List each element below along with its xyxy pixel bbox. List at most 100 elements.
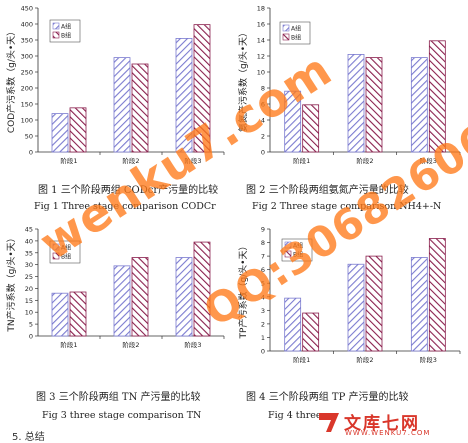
legend-swatch bbox=[52, 31, 60, 39]
legend-swatch bbox=[52, 22, 60, 30]
y-tick-label: 1 bbox=[261, 334, 265, 342]
x-tick-label: 阶段1 bbox=[60, 340, 77, 349]
logo-mark-icon bbox=[319, 413, 339, 432]
x-tick-label: 阶段3 bbox=[420, 355, 437, 364]
legend-label: A组 bbox=[61, 244, 71, 252]
y-tick-label: 14 bbox=[257, 37, 265, 45]
chart-3-svg: 0 5 10 15 20 25 30 35 40 45 TN产污系数（g/头•天） 阶段1 阶段2 阶段3… bbox=[5, 226, 225, 349]
y-tick-label: 3 bbox=[261, 307, 265, 315]
y-tick-label: 0 bbox=[29, 149, 33, 157]
bar-b-1 bbox=[302, 104, 320, 153]
legend-label: A组 bbox=[293, 242, 303, 250]
y-tick-label: 12 bbox=[257, 53, 265, 61]
chart-2-ammonia: 0 2 4 6 8 10 12 14 16 18 氨氮产污系数（g/头•天） 阶段1 阶段2 阶段3 A组 B… bbox=[236, 2, 464, 174]
y-tick-label: 50 bbox=[25, 133, 33, 141]
bar-b-3 bbox=[193, 24, 211, 153]
caption-1-en: Fig 1 Three stage comparison CODCr bbox=[34, 201, 216, 212]
bar-a-1 bbox=[51, 113, 69, 153]
y-tick-label: 15 bbox=[25, 297, 33, 305]
chart-3-tn: 0 5 10 15 20 25 30 35 40 45 TN产污系数（g/头•天） 阶段1 阶段2 阶段3… bbox=[4, 223, 228, 358]
y-tick-label: 250 bbox=[21, 69, 33, 77]
y-tick-label: 40 bbox=[25, 237, 33, 245]
y-tick-label: 30 bbox=[25, 261, 33, 269]
bar-a-3 bbox=[175, 257, 193, 337]
legend-swatch bbox=[282, 33, 290, 41]
bar-b-2 bbox=[131, 63, 149, 153]
y-tick-label: 2 bbox=[261, 320, 265, 328]
y-tick-label: 6 bbox=[261, 266, 265, 274]
caption-1-cn: 图 1 三个阶段两组 CODcr产污量的比较 bbox=[38, 185, 219, 196]
x-tick-label: 阶段1 bbox=[293, 355, 310, 364]
x-tick-label: 阶段3 bbox=[184, 340, 201, 349]
y-tick-label: 4 bbox=[261, 293, 265, 301]
y-tick-label: 25 bbox=[25, 273, 33, 281]
x-tick-label: 阶段2 bbox=[356, 156, 373, 165]
site-logo: 文库七网 WWW.WENKU7.COM bbox=[318, 409, 466, 439]
bar-a-3 bbox=[410, 57, 428, 153]
logo-text-en: WWW.WENKU7.COM bbox=[345, 429, 431, 437]
y-tick-label: 5 bbox=[29, 321, 33, 329]
x-tick-label: 阶段2 bbox=[122, 340, 139, 349]
caption-3-cn: 图 3 三个阶段两组 TN 产污量的比较 bbox=[36, 392, 201, 403]
bar-b-3 bbox=[193, 241, 211, 337]
caption-2-en: Fig 2 Three stage comparison NH4+-N bbox=[252, 201, 442, 212]
y-tick-label: 150 bbox=[21, 101, 33, 109]
y-axis-label: COD产污系数（g/头•天） bbox=[5, 27, 17, 133]
bar-b-1 bbox=[302, 312, 320, 352]
y-tick-label: 0 bbox=[29, 333, 33, 341]
bar-a-2 bbox=[347, 263, 365, 352]
bar-b-2 bbox=[365, 255, 383, 352]
legend-label: B组 bbox=[293, 251, 303, 259]
bar-b-2 bbox=[365, 57, 383, 153]
x-tick-label: 阶段1 bbox=[293, 156, 310, 165]
y-tick-label: 16 bbox=[257, 21, 265, 29]
bar-b-3 bbox=[428, 238, 446, 352]
y-tick-label: 8 bbox=[261, 85, 265, 93]
chart-1-svg: 0 50 100 150 200 250 300 350 400 450 COD产污系数（g/头•天… bbox=[5, 5, 225, 165]
bar-a-2 bbox=[113, 57, 131, 153]
legend-label: B组 bbox=[61, 32, 71, 40]
bar-a-2 bbox=[347, 54, 365, 153]
legend-label: B组 bbox=[291, 34, 301, 42]
chart-1-cod: 0 50 100 150 200 250 300 350 400 450 COD产污系数（g/头•天… bbox=[4, 2, 228, 174]
section-heading: 5. 总结 bbox=[12, 432, 45, 443]
y-axis-label: TP产污系数（g/头•天） bbox=[237, 242, 249, 340]
y-tick-label: 35 bbox=[25, 249, 33, 257]
legend-swatch bbox=[52, 243, 60, 251]
caption-2-cn: 图 2 三个阶段两组氨氮产污量的比较 bbox=[246, 185, 409, 196]
bar-a-3 bbox=[175, 38, 193, 153]
y-tick-label: 350 bbox=[21, 37, 33, 45]
y-tick-label: 5 bbox=[261, 280, 265, 288]
y-tick-label: 450 bbox=[21, 5, 33, 13]
y-axis-label: 氨氮产污系数（g/头•天） bbox=[237, 28, 249, 132]
legend-swatch bbox=[284, 250, 292, 258]
bar-b-3 bbox=[428, 40, 446, 153]
y-tick-label: 8 bbox=[261, 239, 265, 247]
x-tick-label: 阶段2 bbox=[122, 156, 139, 165]
logo-text-cn: 文库七网 bbox=[344, 414, 420, 434]
legend-swatch bbox=[52, 252, 60, 260]
y-tick-label: 7 bbox=[261, 253, 265, 261]
legend-label: B组 bbox=[61, 253, 71, 261]
bar-b-1 bbox=[69, 107, 87, 153]
x-tick-label: 阶段3 bbox=[184, 156, 201, 165]
chart-2-svg: 0 2 4 6 8 10 12 14 16 18 氨氮产污系数（g/头•天） 阶段1 阶段2 阶段3 A组B… bbox=[237, 5, 461, 165]
y-tick-label: 4 bbox=[261, 117, 265, 125]
y-tick-label: 10 bbox=[257, 69, 265, 77]
y-tick-label: 18 bbox=[257, 5, 265, 13]
x-tick-label: 阶段2 bbox=[356, 355, 373, 364]
bar-b-2 bbox=[131, 257, 149, 337]
y-tick-label: 20 bbox=[25, 285, 33, 293]
bar-a-3 bbox=[410, 257, 428, 352]
y-tick-label: 2 bbox=[261, 133, 265, 141]
y-tick-label: 300 bbox=[21, 53, 33, 61]
y-axis-label: TN产污系数（g/头•天） bbox=[5, 233, 17, 332]
bar-a-1 bbox=[284, 90, 302, 153]
caption-4-cn: 图 4 三个阶段两组 TP 产污量的比较 bbox=[246, 392, 409, 403]
caption-4-en: Fig 4 three bbox=[268, 410, 322, 421]
legend-swatch bbox=[284, 241, 292, 249]
